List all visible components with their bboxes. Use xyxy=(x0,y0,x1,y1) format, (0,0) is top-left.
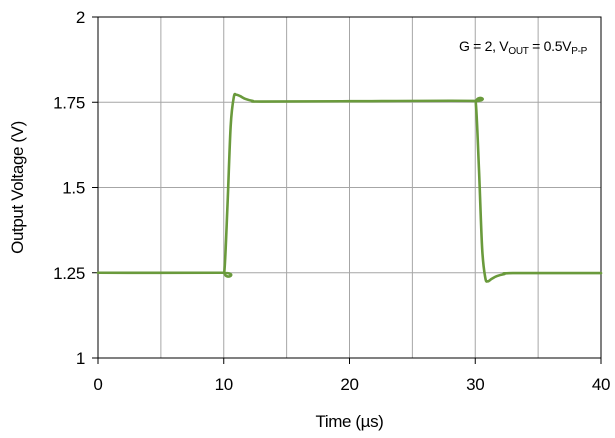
annotation-sub-out: OUT xyxy=(508,46,528,57)
annotation-sub-pp: P-P xyxy=(571,46,587,57)
y-tick-label: 1 xyxy=(76,349,85,368)
y-tick-label: 1.5 xyxy=(62,179,85,198)
y-tick-label: 1.25 xyxy=(53,264,85,283)
x-tick-label: 40 xyxy=(592,375,610,394)
series-line xyxy=(96,92,603,283)
annotation: G = 2, VOUT = 0.5VP-P xyxy=(459,38,588,57)
x-tick-label: 30 xyxy=(466,375,484,394)
annotation-middle: = 0.5V xyxy=(529,38,573,54)
y-tick-label: 2 xyxy=(76,8,85,27)
y-axis-title: Output Voltage (V) xyxy=(8,121,27,254)
x-tick-label: 20 xyxy=(340,375,358,394)
x-axis-ticks: 0 10 20 30 40 xyxy=(93,358,610,394)
x-tick-label: 0 xyxy=(93,375,102,394)
y-axis-ticks: 1 1.25 1.5 1.75 2 xyxy=(53,8,98,368)
annotation-prefix: G = 2, V xyxy=(459,38,509,54)
series xyxy=(96,92,603,283)
grid xyxy=(98,17,601,358)
x-axis-title: Time (µs) xyxy=(316,412,384,431)
y-tick-label: 1.75 xyxy=(53,93,85,112)
x-tick-label: 10 xyxy=(215,375,233,394)
